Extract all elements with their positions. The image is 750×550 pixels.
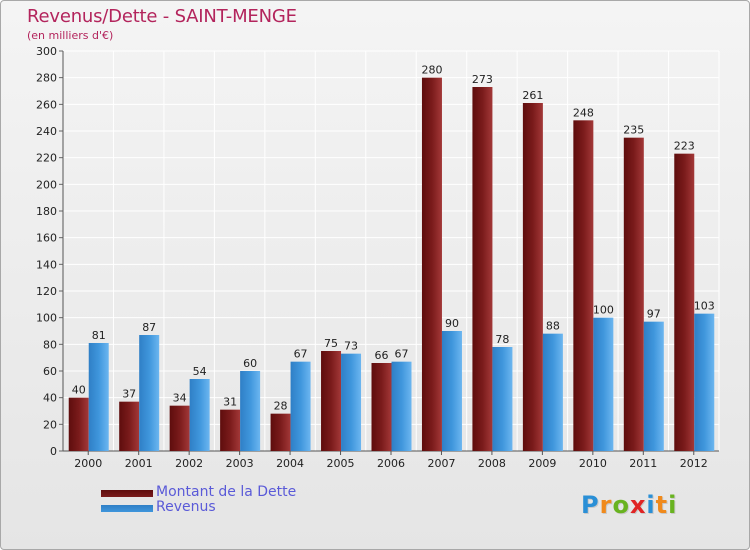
bar-revenus xyxy=(189,379,210,451)
bar-revenus xyxy=(88,343,109,451)
bar-dette xyxy=(573,120,594,451)
legend-swatch-revenus xyxy=(101,505,153,512)
y-tick-label: 300 xyxy=(36,45,57,58)
data-label-dette: 75 xyxy=(324,337,338,350)
data-label-dette: 31 xyxy=(223,396,237,409)
y-tick-label: 80 xyxy=(43,338,57,351)
logo-letter: o xyxy=(612,491,630,519)
data-label-revenus: 88 xyxy=(546,320,560,333)
y-tick-label: 280 xyxy=(36,72,57,85)
logo-letter: i xyxy=(668,491,678,519)
y-tick-label: 140 xyxy=(36,258,57,271)
y-tick-label: 200 xyxy=(36,178,57,191)
data-label-revenus: 81 xyxy=(92,329,106,342)
data-label-dette: 261 xyxy=(522,89,543,102)
x-tick-label: 2001 xyxy=(125,457,153,470)
y-tick-label: 180 xyxy=(36,205,57,218)
bar-revenus xyxy=(240,371,261,451)
logo-letter: P xyxy=(581,491,600,519)
y-tick-label: 100 xyxy=(36,312,57,325)
y-tick-label: 60 xyxy=(43,365,57,378)
logo-letter: t xyxy=(655,491,669,519)
data-label-dette: 273 xyxy=(472,73,493,86)
y-tick-label: 160 xyxy=(36,232,57,245)
legend-label-dette: Montant de la Dette xyxy=(156,484,297,500)
bar-dette xyxy=(623,137,644,451)
y-tick-label: 220 xyxy=(36,152,57,165)
data-label-revenus: 67 xyxy=(294,348,308,361)
data-label-dette: 280 xyxy=(421,64,442,77)
data-label-revenus: 54 xyxy=(193,365,207,378)
bar-dette xyxy=(119,401,140,451)
legend-label-revenus: Revenus xyxy=(156,499,216,515)
data-label-dette: 28 xyxy=(274,400,288,413)
y-tick-label: 240 xyxy=(36,125,57,138)
bar-revenus xyxy=(290,361,311,451)
bar-revenus xyxy=(139,335,160,451)
x-tick-label: 2005 xyxy=(327,457,355,470)
data-label-revenus: 103 xyxy=(694,300,715,313)
data-label-revenus: 60 xyxy=(243,357,257,370)
y-tick-label: 0 xyxy=(50,445,57,458)
bar-revenus xyxy=(341,353,362,451)
x-tick-label: 2008 xyxy=(478,457,506,470)
data-label-revenus: 78 xyxy=(495,333,509,346)
bar-revenus xyxy=(492,347,513,451)
x-tick-label: 2010 xyxy=(579,457,607,470)
logo-letter: i xyxy=(646,491,656,519)
bar-dette xyxy=(321,351,342,451)
data-label-dette: 235 xyxy=(623,124,644,137)
x-tick-label: 2006 xyxy=(377,457,405,470)
logo-letter: x xyxy=(629,491,647,519)
chart-title: Revenus/Dette - SAINT-MENGE xyxy=(27,6,297,27)
bar-dette xyxy=(270,413,291,451)
x-tick-label: 2004 xyxy=(276,457,304,470)
bar-dette xyxy=(421,77,442,452)
x-tick-label: 2000 xyxy=(74,457,102,470)
data-label-revenus: 100 xyxy=(593,304,614,317)
data-label-dette: 66 xyxy=(375,349,389,362)
x-tick-label: 2003 xyxy=(226,457,254,470)
data-label-revenus: 67 xyxy=(395,348,409,361)
bar-revenus xyxy=(441,331,462,451)
data-label-dette: 40 xyxy=(72,384,86,397)
bar-dette xyxy=(68,397,89,451)
y-tick-label: 260 xyxy=(36,98,57,111)
bar-revenus xyxy=(391,361,412,451)
x-tick-label: 2012 xyxy=(680,457,708,470)
y-tick-label: 40 xyxy=(43,392,57,405)
x-tick-label: 2007 xyxy=(427,457,455,470)
data-label-dette: 223 xyxy=(674,140,695,153)
bar-dette xyxy=(674,153,695,451)
data-label-revenus: 90 xyxy=(445,317,459,330)
x-tick-label: 2002 xyxy=(175,457,203,470)
chart-subtitle: (en milliers d'€) xyxy=(27,29,114,42)
proxiti-logo: Proxiti xyxy=(581,491,677,519)
bar-dette xyxy=(220,409,241,451)
bar-dette xyxy=(169,405,190,451)
bar-revenus xyxy=(694,313,715,451)
data-label-revenus: 73 xyxy=(344,340,358,353)
data-label-revenus: 87 xyxy=(142,321,156,334)
data-label-revenus: 97 xyxy=(647,308,661,321)
y-tick-label: 120 xyxy=(36,285,57,298)
bar-revenus xyxy=(593,317,614,451)
x-tick-label: 2011 xyxy=(629,457,657,470)
y-tick-label: 20 xyxy=(43,418,57,431)
logo-letter: r xyxy=(599,491,613,519)
x-tick-label: 2009 xyxy=(528,457,556,470)
bar-dette xyxy=(522,103,543,451)
data-label-dette: 37 xyxy=(122,388,136,401)
data-label-dette: 248 xyxy=(573,106,594,119)
legend-swatch-dette xyxy=(101,490,153,497)
bar-dette xyxy=(472,87,493,451)
bar-revenus xyxy=(643,321,664,451)
bar-revenus xyxy=(542,333,563,451)
data-label-dette: 34 xyxy=(173,392,187,405)
bar-dette xyxy=(371,363,392,451)
